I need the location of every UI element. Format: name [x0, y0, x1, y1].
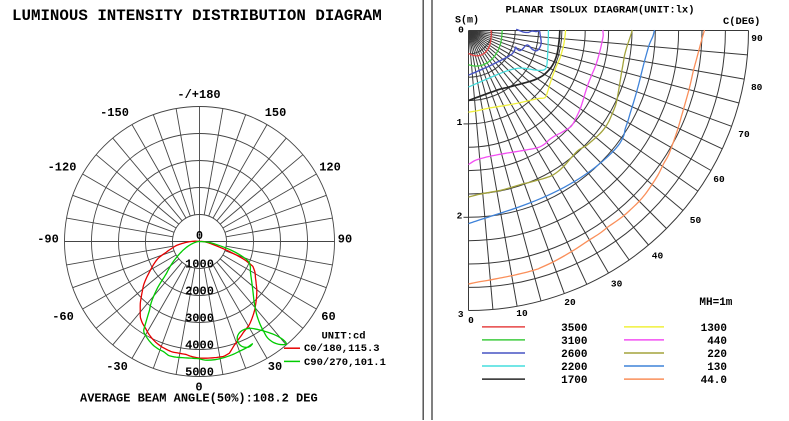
svg-text:0: 0: [468, 315, 474, 326]
svg-text:1000: 1000: [185, 258, 214, 272]
svg-text:C(DEG): C(DEG): [723, 16, 760, 28]
svg-text:AVERAGE BEAM ANGLE(50%):108.2: AVERAGE BEAM ANGLE(50%):108.2 DEG: [80, 392, 318, 406]
svg-text:60: 60: [321, 310, 335, 324]
svg-text:120: 120: [319, 160, 341, 174]
svg-text:S(m): S(m): [455, 15, 479, 27]
svg-text:5000: 5000: [185, 366, 214, 380]
svg-text:3100: 3100: [561, 336, 587, 348]
svg-text:2: 2: [457, 211, 463, 222]
svg-text:2200: 2200: [561, 362, 587, 374]
svg-text:-60: -60: [52, 310, 74, 324]
svg-text:0: 0: [458, 25, 464, 36]
svg-text:PLANAR ISOLUX DIAGRAM(UNIT:lx): PLANAR ISOLUX DIAGRAM(UNIT:lx): [506, 5, 695, 17]
svg-text:220: 220: [707, 349, 727, 361]
svg-text:-/+180: -/+180: [177, 88, 220, 102]
svg-text:440: 440: [707, 336, 727, 348]
svg-text:0: 0: [196, 229, 203, 243]
svg-text:-90: -90: [37, 233, 59, 247]
svg-text:3500: 3500: [561, 323, 587, 335]
svg-text:30: 30: [268, 360, 282, 374]
svg-text:0: 0: [195, 381, 202, 395]
svg-text:60: 60: [713, 174, 725, 185]
svg-text:1: 1: [457, 117, 463, 128]
svg-text:C90/270,101.1: C90/270,101.1: [304, 357, 386, 369]
svg-text:C0/180,115.3: C0/180,115.3: [304, 343, 380, 355]
svg-text:50: 50: [690, 215, 702, 226]
svg-text:2000: 2000: [185, 285, 214, 299]
svg-text:40: 40: [652, 251, 664, 262]
svg-text:90: 90: [751, 33, 763, 44]
svg-text:-120: -120: [48, 160, 77, 174]
svg-text:UNIT:cd: UNIT:cd: [321, 331, 365, 343]
svg-text:80: 80: [751, 82, 763, 93]
svg-text:-30: -30: [106, 360, 128, 374]
svg-text:MH=1m: MH=1m: [699, 297, 732, 309]
svg-text:3000: 3000: [185, 312, 214, 326]
svg-text:3: 3: [458, 309, 464, 320]
svg-text:-150: -150: [100, 106, 129, 120]
svg-text:90: 90: [338, 233, 352, 247]
svg-text:LUMINOUS INTENSITY DISTRIBUTIO: LUMINOUS INTENSITY DISTRIBUTION DIAGRAM: [12, 7, 382, 25]
svg-text:70: 70: [738, 129, 750, 140]
svg-text:30: 30: [611, 278, 623, 289]
svg-text:130: 130: [707, 362, 727, 374]
svg-text:44.0: 44.0: [701, 375, 727, 387]
svg-text:1700: 1700: [561, 375, 587, 387]
svg-text:150: 150: [265, 106, 287, 120]
svg-text:4000: 4000: [185, 339, 214, 353]
svg-text:1300: 1300: [701, 323, 727, 335]
svg-text:2600: 2600: [561, 349, 587, 361]
svg-text:10: 10: [516, 308, 528, 319]
svg-text:20: 20: [564, 297, 576, 308]
